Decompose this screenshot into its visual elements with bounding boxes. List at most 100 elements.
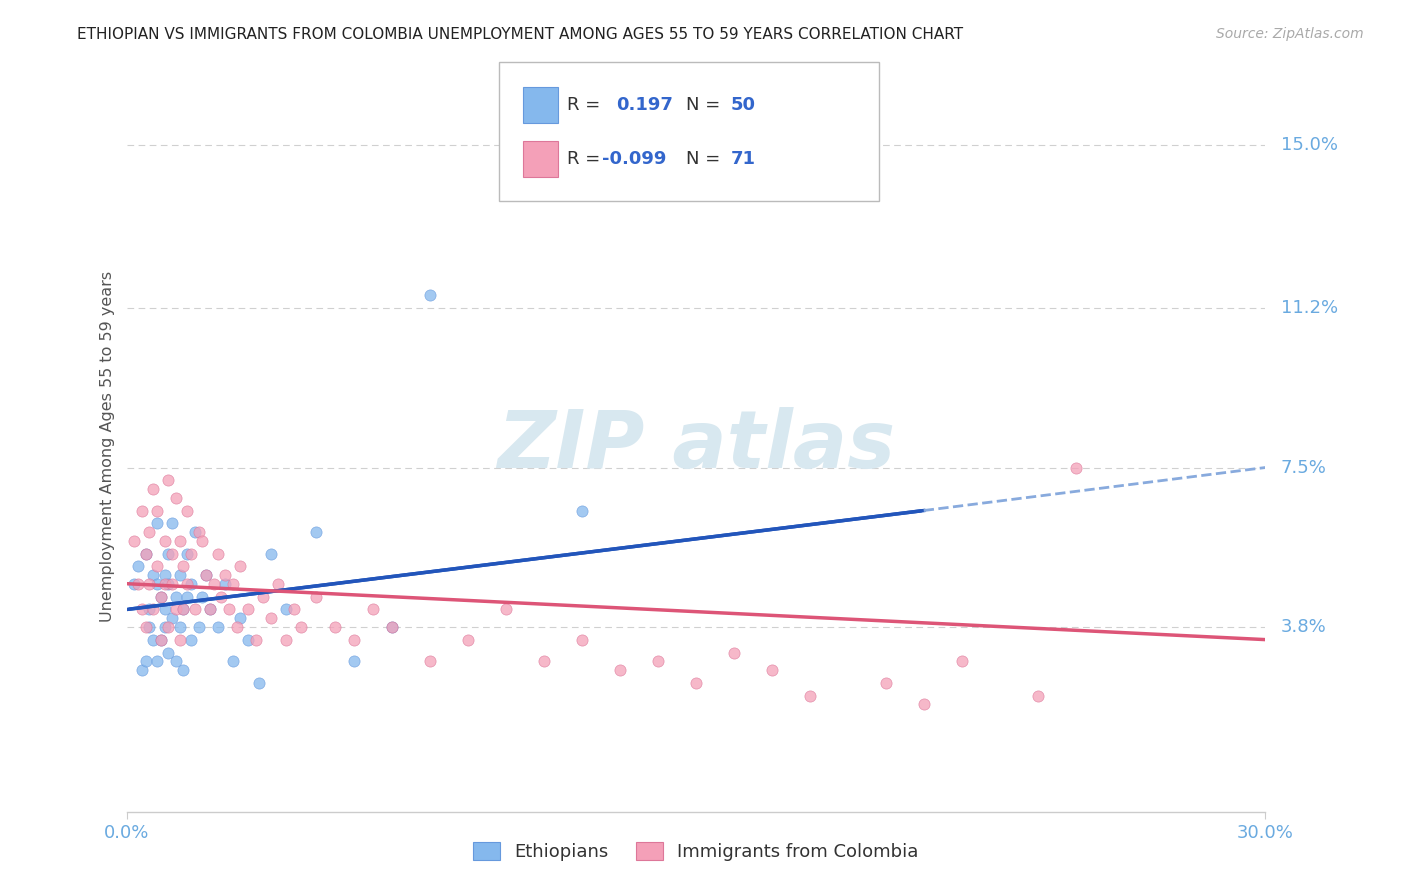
Point <box>160 611 183 625</box>
Point <box>142 602 165 616</box>
Point <box>252 590 274 604</box>
Point <box>229 611 252 625</box>
Point <box>381 620 404 634</box>
Point <box>343 654 366 668</box>
Point <box>912 697 935 711</box>
Point <box>647 654 669 668</box>
Point <box>169 620 191 634</box>
Point <box>153 602 176 616</box>
Point <box>169 568 191 582</box>
Point <box>198 602 221 616</box>
Point <box>187 620 209 634</box>
Text: 50: 50 <box>731 96 756 114</box>
Legend: Ethiopians, Immigrants from Colombia: Ethiopians, Immigrants from Colombia <box>465 835 927 869</box>
Point <box>214 568 236 582</box>
Point <box>135 547 156 561</box>
Point <box>305 590 328 604</box>
Point <box>1026 689 1049 703</box>
Point <box>142 632 165 647</box>
Text: 71: 71 <box>731 150 756 168</box>
Point <box>157 576 180 591</box>
Point <box>169 632 191 647</box>
Point <box>127 559 149 574</box>
Point <box>290 620 312 634</box>
Text: 3.8%: 3.8% <box>1281 617 1326 636</box>
Point <box>160 576 183 591</box>
Point <box>260 611 283 625</box>
Point <box>165 654 187 668</box>
Point <box>172 602 194 616</box>
Point <box>172 602 194 616</box>
Text: Source: ZipAtlas.com: Source: ZipAtlas.com <box>1216 27 1364 41</box>
Point <box>198 602 221 616</box>
Point <box>222 654 245 668</box>
Point <box>236 602 259 616</box>
Point <box>571 503 593 517</box>
Point <box>146 559 169 574</box>
Point <box>122 576 145 591</box>
Text: N =: N = <box>686 96 720 114</box>
Point <box>149 632 172 647</box>
Point <box>138 576 160 591</box>
Point <box>149 590 172 604</box>
Point <box>571 632 593 647</box>
Text: 7.5%: 7.5% <box>1281 458 1326 476</box>
Point <box>157 646 180 660</box>
Text: -0.099: -0.099 <box>602 150 666 168</box>
Point <box>950 654 973 668</box>
Point <box>142 482 165 496</box>
Point <box>363 602 385 616</box>
Point <box>343 632 366 647</box>
Point <box>274 632 297 647</box>
Point <box>202 576 225 591</box>
Point <box>165 602 187 616</box>
Point <box>323 620 347 634</box>
Point <box>138 602 160 616</box>
Text: 15.0%: 15.0% <box>1281 136 1337 153</box>
Point <box>149 632 172 647</box>
Point <box>146 503 169 517</box>
Point <box>180 632 202 647</box>
Point <box>157 474 180 488</box>
Point <box>533 654 555 668</box>
Point <box>495 602 517 616</box>
Point <box>146 576 169 591</box>
Point <box>176 503 198 517</box>
Point <box>165 491 187 505</box>
Text: ETHIOPIAN VS IMMIGRANTS FROM COLOMBIA UNEMPLOYMENT AMONG AGES 55 TO 59 YEARS COR: ETHIOPIAN VS IMMIGRANTS FROM COLOMBIA UN… <box>77 27 963 42</box>
Point <box>180 576 202 591</box>
Point <box>799 689 821 703</box>
Point <box>191 533 214 548</box>
Point <box>165 590 187 604</box>
Point <box>138 524 160 539</box>
Point <box>153 620 176 634</box>
Point <box>207 547 229 561</box>
Point <box>135 620 156 634</box>
Point <box>260 547 283 561</box>
Point <box>195 568 218 582</box>
Point <box>214 576 236 591</box>
Text: N =: N = <box>686 150 720 168</box>
Point <box>149 590 172 604</box>
Point <box>249 675 271 690</box>
Point <box>609 663 631 677</box>
Point <box>127 576 149 591</box>
Point <box>153 568 176 582</box>
Y-axis label: Unemployment Among Ages 55 to 59 years: Unemployment Among Ages 55 to 59 years <box>100 270 115 622</box>
Point <box>169 533 191 548</box>
Point <box>180 547 202 561</box>
Point <box>267 576 290 591</box>
Point <box>146 516 169 531</box>
Point <box>457 632 479 647</box>
Point <box>160 516 183 531</box>
Point <box>157 547 180 561</box>
Point <box>135 547 156 561</box>
Text: 11.2%: 11.2% <box>1281 300 1337 318</box>
Point <box>176 576 198 591</box>
Point <box>723 646 745 660</box>
Point <box>122 533 145 548</box>
Point <box>187 524 209 539</box>
Point <box>875 675 897 690</box>
Point <box>245 632 267 647</box>
Point <box>229 559 252 574</box>
